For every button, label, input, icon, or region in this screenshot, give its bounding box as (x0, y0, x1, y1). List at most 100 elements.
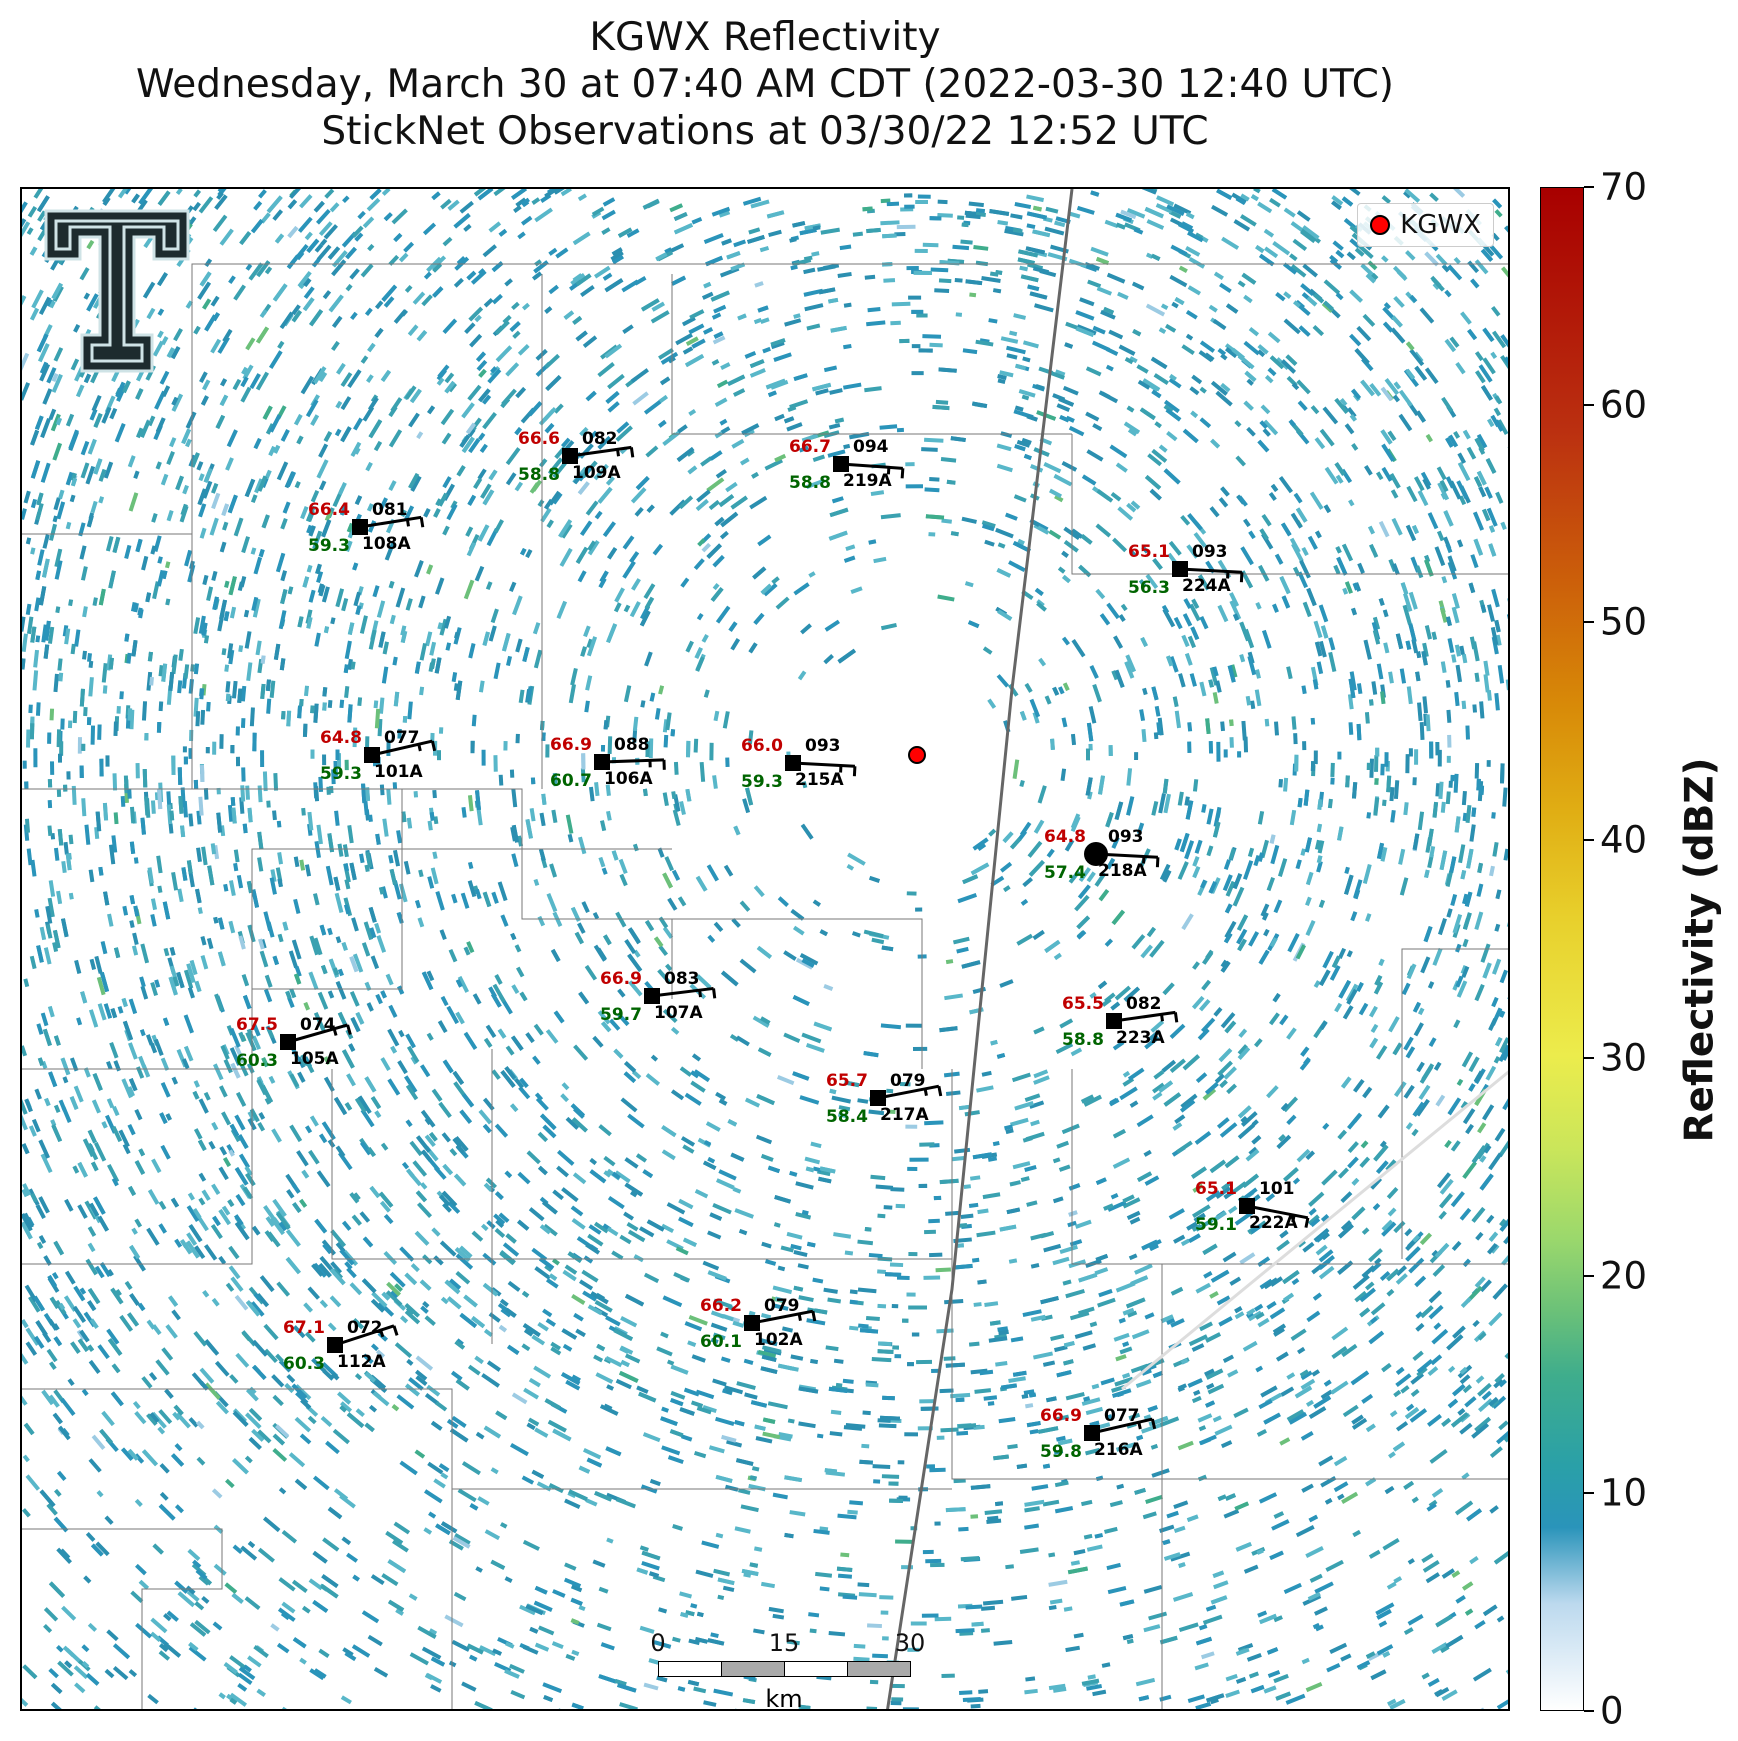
wind-barb-staff (651, 986, 714, 998)
station-wind-direction: 074 (300, 1015, 336, 1035)
station-marker (870, 1090, 886, 1106)
wind-barb-staff (359, 515, 422, 529)
station-temperature: 67.1 (283, 1318, 325, 1338)
colorbar-tick-label: 70 (1600, 165, 1648, 209)
station-wind-direction: 088 (614, 735, 650, 755)
title-line-2: Wednesday, March 30 at 07:40 AM CDT (202… (135, 62, 1395, 107)
reflectivity-echoes (22, 189, 1508, 1709)
texas-tech-logo-icon (44, 209, 190, 373)
wind-barb-flag (923, 1088, 928, 1096)
wind-barb-flag (811, 1310, 817, 1322)
station-id: 217A (880, 1105, 929, 1125)
station-temperature: 64.8 (320, 728, 362, 748)
scale-segment (847, 1661, 911, 1677)
station-wind-direction: 093 (1108, 827, 1144, 847)
station-marker (833, 456, 849, 472)
scale-segment (658, 1661, 722, 1677)
station-216a: 66.9 077 59.8 216A (1040, 1406, 1157, 1462)
station-dewpoint: 59.3 (320, 764, 362, 784)
station-temperature: 66.2 (700, 1296, 742, 1316)
wind-barb-flag (419, 517, 425, 528)
station-marker (1106, 1013, 1122, 1029)
station-marker (1084, 842, 1108, 866)
wind-barb-flag (698, 989, 702, 998)
sticknet-stations: 66.6 082 58.8 109A 66.7 094 58.8 219A 66.4 081 59.… (236, 429, 1310, 1462)
colorbar-tick-label: 30 (1600, 1036, 1648, 1080)
colorbar-tick-mark (1584, 403, 1594, 406)
station-102a: 66.2 079 60.1 102A (700, 1296, 817, 1352)
station-wind-direction: 094 (853, 437, 889, 457)
station-temperature: 67.5 (236, 1015, 278, 1035)
colorbar-tick-mark (1584, 839, 1594, 842)
station-dewpoint: 58.8 (518, 465, 560, 485)
station-106a: 66.9 088 60.7 106A (550, 735, 666, 791)
station-wind-direction: 077 (384, 728, 420, 748)
wind-barb-flag (379, 1329, 385, 1338)
county-boundaries (22, 189, 1508, 1709)
wind-barb-staff (1091, 1417, 1153, 1435)
station-marker (744, 1315, 760, 1331)
station-dewpoint: 59.3 (308, 536, 350, 556)
radar-map[interactable]: 66.6 082 58.8 109A 66.7 094 58.8 219A 66.4 081 59.… (20, 187, 1510, 1711)
station-dewpoint: 58.4 (826, 1107, 868, 1127)
scale-tick-30: 30 (894, 1629, 926, 1657)
wind-barb-staff (287, 1023, 349, 1044)
station-id: 222A (1249, 1213, 1298, 1233)
station-id: 215A (795, 770, 844, 790)
wind-barb-flag (392, 1325, 399, 1336)
colorbar-tick-mark (1584, 621, 1594, 624)
station-marker (364, 747, 380, 763)
station-marker (785, 755, 801, 771)
title-line-3: StickNet Observations at 03/30/22 12:52 … (321, 109, 1209, 154)
station-112a: 67.1 072 60.3 112A (283, 1318, 399, 1374)
station-temperature: 66.9 (550, 735, 592, 755)
scale-tick-15: 15 (768, 1629, 800, 1657)
station-temperature: 66.9 (1040, 1406, 1082, 1426)
station-marker (1084, 1425, 1100, 1441)
wind-barb-flag (332, 1028, 338, 1036)
station-dewpoint: 60.3 (236, 1051, 278, 1071)
station-108a: 66.4 081 59.3 108A (308, 500, 425, 556)
station-dewpoint: 58.8 (1062, 1030, 1104, 1050)
colorbar-tick-label: 50 (1600, 600, 1648, 644)
station-temperature: 65.1 (1195, 1179, 1237, 1199)
station-dewpoint: 57.4 (1044, 863, 1086, 883)
wind-barb-flag (712, 988, 717, 999)
station-id: 218A (1098, 861, 1147, 881)
title-line-1: KGWX Reflectivity (589, 15, 941, 60)
wind-barb-flag (852, 766, 857, 777)
wind-barb-staff (601, 758, 665, 764)
station-id: 216A (1094, 1440, 1143, 1460)
station-dewpoint: 59.7 (600, 1005, 642, 1025)
map-title: KGWX Reflectivity Wednesday, March 30 at… (20, 14, 1510, 155)
station-dewpoint: 58.8 (789, 473, 831, 493)
wind-barb-flag (417, 743, 422, 752)
station-id: 219A (843, 471, 892, 491)
scale-segment (721, 1661, 785, 1677)
station-wind-direction: 079 (764, 1296, 800, 1316)
colorbar-tick-mark (1584, 1056, 1594, 1059)
scale-unit: km (765, 1685, 803, 1711)
station-dewpoint: 56.3 (1128, 578, 1170, 598)
colorbar-tick-mark (1584, 186, 1594, 188)
station-marker (327, 1337, 343, 1353)
station-id: 105A (290, 1049, 339, 1069)
station-wind-direction: 083 (664, 969, 700, 989)
wind-barb-flag (797, 1313, 802, 1321)
station-dewpoint: 60.7 (550, 771, 592, 791)
station-id: 224A (1182, 576, 1231, 596)
scale-tick-0: 0 (650, 1629, 666, 1657)
wind-barb-flag (1155, 857, 1160, 868)
colorbar-tick-mark (1584, 1710, 1594, 1712)
wind-barb-flag (1304, 1217, 1310, 1228)
station-marker (562, 448, 578, 464)
station-222a: 65.1 101 59.1 222A (1195, 1179, 1310, 1235)
colorbar-tick-mark (1584, 1492, 1594, 1495)
station-wind-direction: 082 (582, 429, 618, 449)
wind-barb-flag (1239, 572, 1244, 583)
map-legend: KGWX (1357, 203, 1494, 247)
wind-barb-flag (1137, 1421, 1142, 1430)
kgwx-radar-marker (908, 746, 926, 764)
wind-barb-flag (1160, 1014, 1164, 1022)
station-dewpoint: 60.3 (283, 1354, 325, 1374)
